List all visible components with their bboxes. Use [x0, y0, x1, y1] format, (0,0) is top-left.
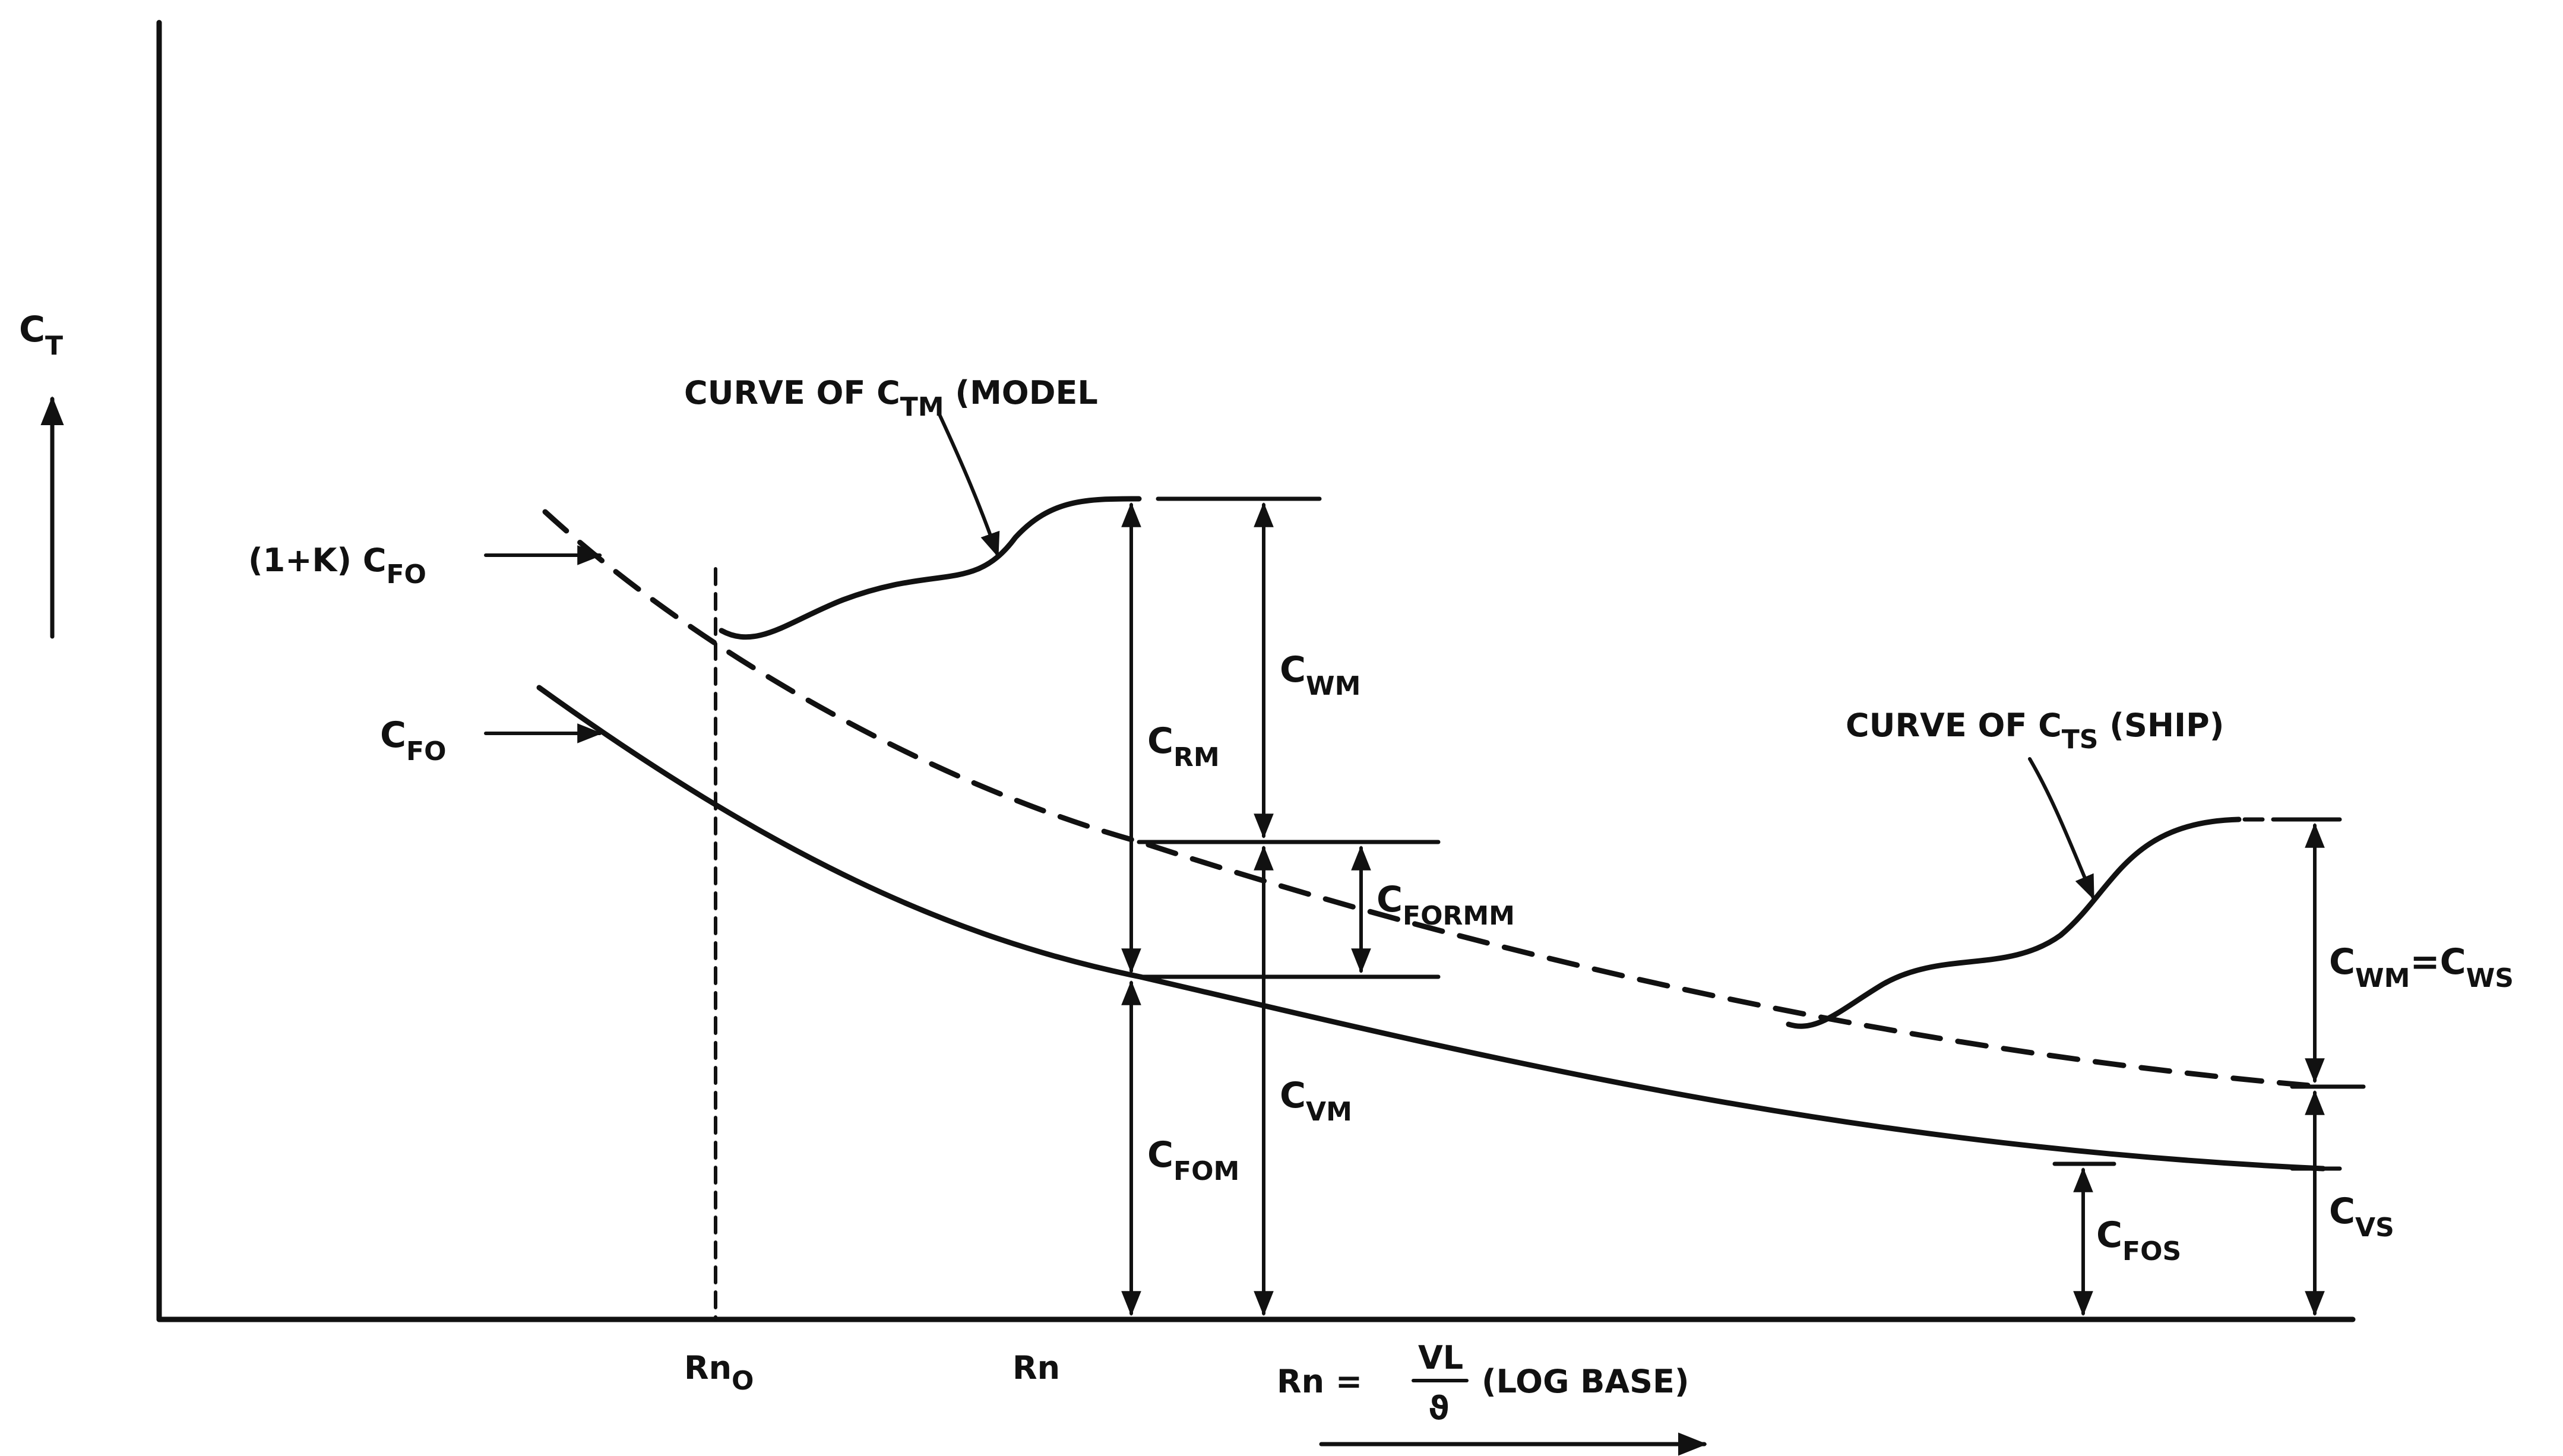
x-axis-label-denominator: ϑ: [1428, 1389, 1450, 1427]
k-cfo-dashed-curve: [542, 509, 2326, 1090]
cfo-label: CFO: [380, 714, 447, 767]
y-axis-label: CT: [19, 309, 63, 361]
cwm-label: CWM: [1280, 649, 1360, 701]
cwm-cws-label: CWM=CWS: [2329, 941, 2514, 993]
rn0-tick-label: RnO: [684, 1349, 754, 1396]
cfom-label: CFOM: [1147, 1134, 1239, 1186]
cvm-label: CVM: [1280, 1075, 1352, 1127]
x-axis-label-numerator: VL: [1418, 1339, 1463, 1376]
crm-label: CRM: [1147, 720, 1220, 773]
ctm-curve-caption: CURVE OF CTM (MODEL: [684, 374, 1098, 422]
cformm-label: CFORMM: [1377, 879, 1515, 931]
x-axis-label-suffix: (LOG BASE): [1482, 1363, 1689, 1400]
cts-curve-caption: CURVE OF CTS (SHIP): [1846, 707, 2224, 755]
ctm-model-curve: [719, 496, 1142, 640]
ctm-leader-arrow: [938, 413, 1000, 558]
cts-ship-curve: [1786, 816, 2242, 1029]
rn-tick-label: Rn: [1012, 1349, 1060, 1387]
x-axis-label-prefix: Rn =: [1277, 1363, 1362, 1400]
cvs-label: CVS: [2329, 1191, 2394, 1243]
k-cfo-label: (1+K) CFO: [248, 542, 426, 590]
cts-leader-arrow: [2028, 757, 2095, 900]
cfo-curve: [536, 685, 2326, 1172]
cfos-label: CFOS: [2096, 1214, 2181, 1267]
